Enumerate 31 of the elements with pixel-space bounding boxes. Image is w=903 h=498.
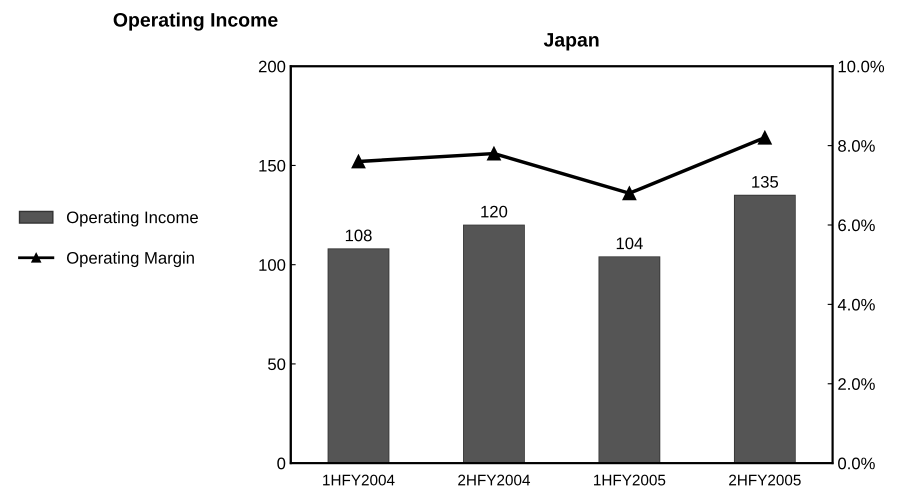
y2-tick-label: 8.0% <box>838 140 875 152</box>
bar <box>734 194 796 464</box>
bar <box>463 224 525 464</box>
y2-tick-label: 2.0% <box>838 378 875 390</box>
data-label: 135 <box>752 176 778 188</box>
y2-tick-label: 10.0% <box>838 60 884 72</box>
y2-tick-label: 4.0% <box>838 298 875 311</box>
data-label: 108 <box>346 230 372 242</box>
bar <box>328 248 390 464</box>
y-tick-label: 150 <box>259 160 286 172</box>
x-tick-label: 2HFY2004 <box>458 474 530 486</box>
x-tick-label: 2HFY2005 <box>729 474 801 486</box>
chart-subtitle: Japan <box>544 33 598 50</box>
y-tick-label: 200 <box>258 60 286 72</box>
bar <box>598 256 660 464</box>
y-tick-label: 50 <box>268 358 286 370</box>
y-tick-label: 100 <box>259 259 286 271</box>
data-label: 120 <box>481 206 508 218</box>
y2-tick-label: 6.0% <box>838 219 875 232</box>
x-tick-label: 1HFY2005 <box>594 474 666 486</box>
point <box>352 154 366 168</box>
data-label: 104 <box>616 237 643 250</box>
y-tick-label: 0 <box>277 458 286 470</box>
y2-tick-label: 0.0% <box>838 458 875 470</box>
point <box>758 130 772 145</box>
point <box>486 146 501 160</box>
point <box>622 186 636 200</box>
legend-label: Operating Income <box>66 211 198 227</box>
legend-label: Operating Margin <box>66 252 194 268</box>
x-tick-label: 1HFY2004 <box>323 474 395 486</box>
chart-title: Operating Income <box>114 12 278 31</box>
